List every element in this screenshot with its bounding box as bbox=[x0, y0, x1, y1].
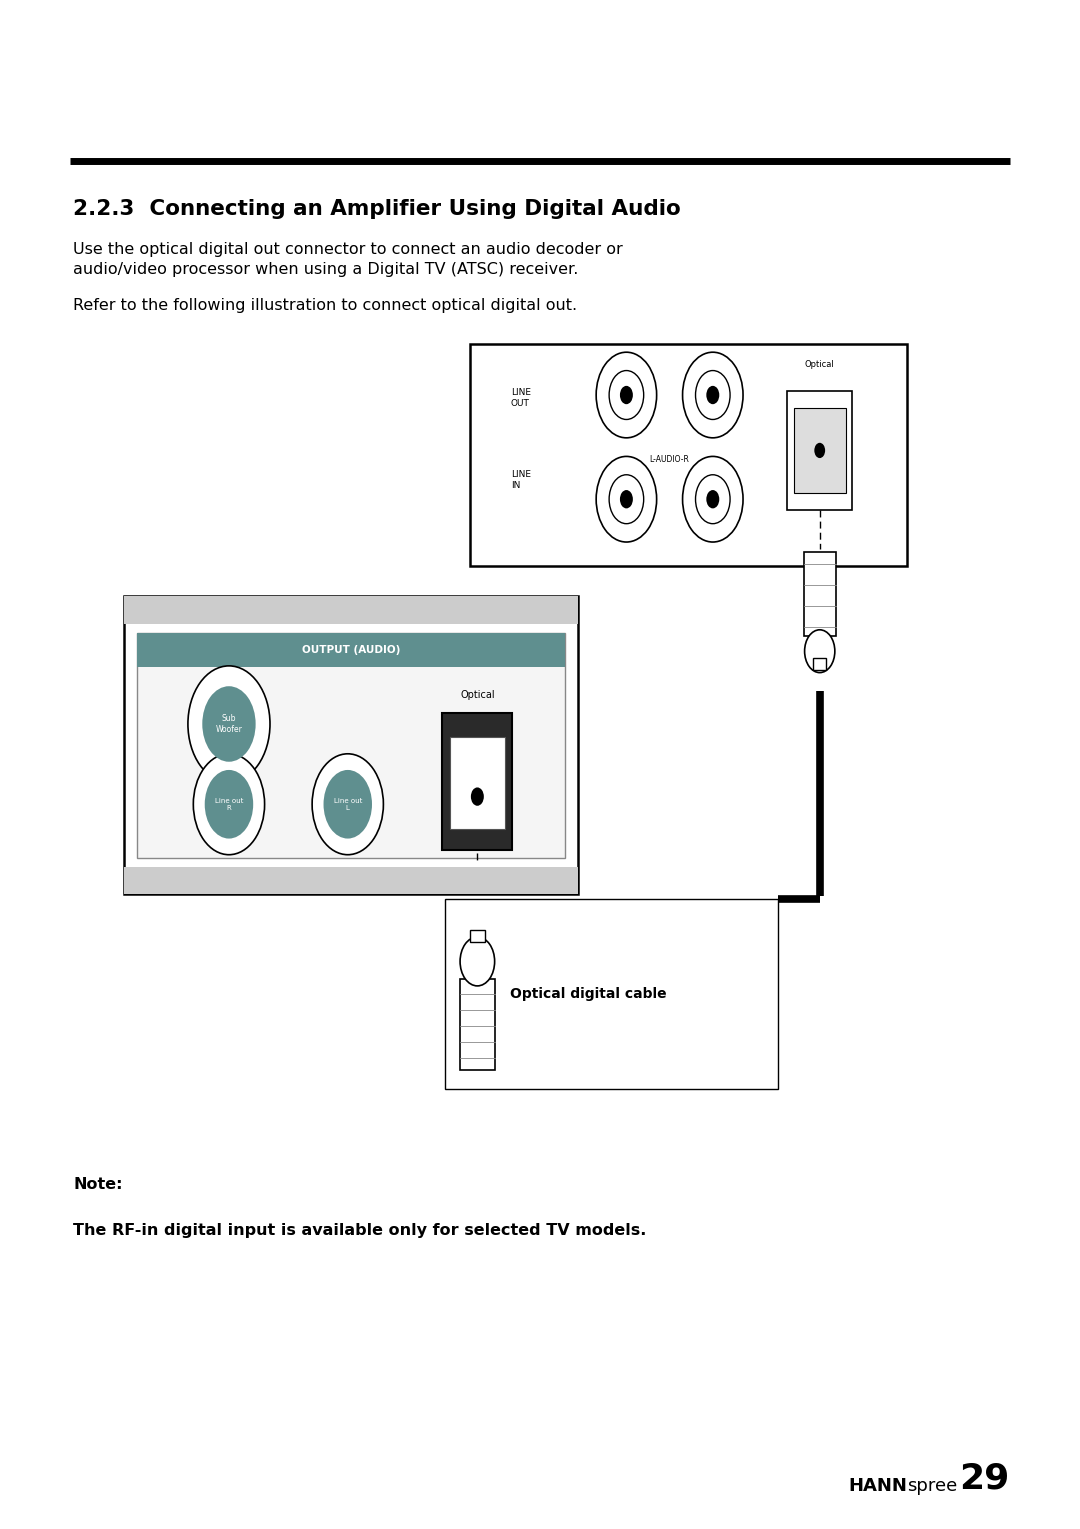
Circle shape bbox=[188, 667, 270, 783]
Bar bbox=[443, 713, 513, 850]
Text: Optical: Optical bbox=[805, 359, 835, 368]
Bar bbox=[470, 930, 485, 942]
Circle shape bbox=[460, 937, 495, 986]
Circle shape bbox=[193, 754, 265, 855]
Circle shape bbox=[706, 385, 719, 404]
Text: L-AUDIO-R: L-AUDIO-R bbox=[650, 456, 689, 463]
Circle shape bbox=[683, 352, 743, 437]
Circle shape bbox=[706, 489, 719, 508]
Circle shape bbox=[609, 370, 644, 419]
Bar bbox=[470, 344, 907, 566]
Text: LINE
IN: LINE IN bbox=[511, 471, 531, 489]
Circle shape bbox=[205, 771, 253, 838]
Bar bbox=[813, 657, 826, 670]
Text: OUTPUT (AUDIO): OUTPUT (AUDIO) bbox=[301, 645, 401, 654]
Bar bbox=[124, 596, 578, 624]
Circle shape bbox=[620, 489, 633, 508]
Circle shape bbox=[805, 630, 835, 673]
Text: 2.2.3  Connecting an Amplifier Using Digital Audio: 2.2.3 Connecting an Amplifier Using Digi… bbox=[73, 199, 681, 219]
Circle shape bbox=[324, 771, 372, 838]
Circle shape bbox=[814, 443, 825, 459]
Bar bbox=[450, 737, 504, 829]
Text: Optical digital cable: Optical digital cable bbox=[510, 986, 666, 1001]
Text: Note:: Note: bbox=[73, 1177, 123, 1193]
Text: Sub
Woofer: Sub Woofer bbox=[216, 714, 242, 734]
Circle shape bbox=[202, 687, 256, 761]
Circle shape bbox=[312, 754, 383, 855]
Circle shape bbox=[620, 385, 633, 404]
Circle shape bbox=[696, 370, 730, 419]
Text: Use the optical digital out connector to connect an audio decoder or
audio/video: Use the optical digital out connector to… bbox=[73, 242, 623, 277]
Bar bbox=[445, 899, 778, 1089]
Circle shape bbox=[596, 456, 657, 541]
Circle shape bbox=[609, 474, 644, 523]
Bar bbox=[787, 391, 852, 511]
Bar bbox=[460, 979, 495, 1070]
Bar bbox=[124, 867, 578, 894]
Bar bbox=[794, 408, 846, 494]
Text: Line out
L: Line out L bbox=[334, 798, 362, 810]
Text: 29: 29 bbox=[959, 1462, 1010, 1495]
Text: spree: spree bbox=[907, 1477, 958, 1495]
Circle shape bbox=[696, 474, 730, 523]
Circle shape bbox=[596, 352, 657, 437]
Bar bbox=[124, 596, 578, 894]
Bar bbox=[137, 633, 565, 667]
Text: Refer to the following illustration to connect optical digital out.: Refer to the following illustration to c… bbox=[73, 298, 578, 313]
Circle shape bbox=[683, 456, 743, 541]
Bar bbox=[137, 633, 565, 858]
Text: Line out
R: Line out R bbox=[215, 798, 243, 810]
Bar bbox=[804, 552, 836, 636]
Text: Optical: Optical bbox=[460, 690, 495, 700]
Text: The RF-in digital input is available only for selected TV models.: The RF-in digital input is available onl… bbox=[73, 1223, 647, 1238]
Text: HANN: HANN bbox=[848, 1477, 907, 1495]
Text: LINE
OUT: LINE OUT bbox=[511, 388, 531, 408]
Circle shape bbox=[471, 787, 484, 806]
